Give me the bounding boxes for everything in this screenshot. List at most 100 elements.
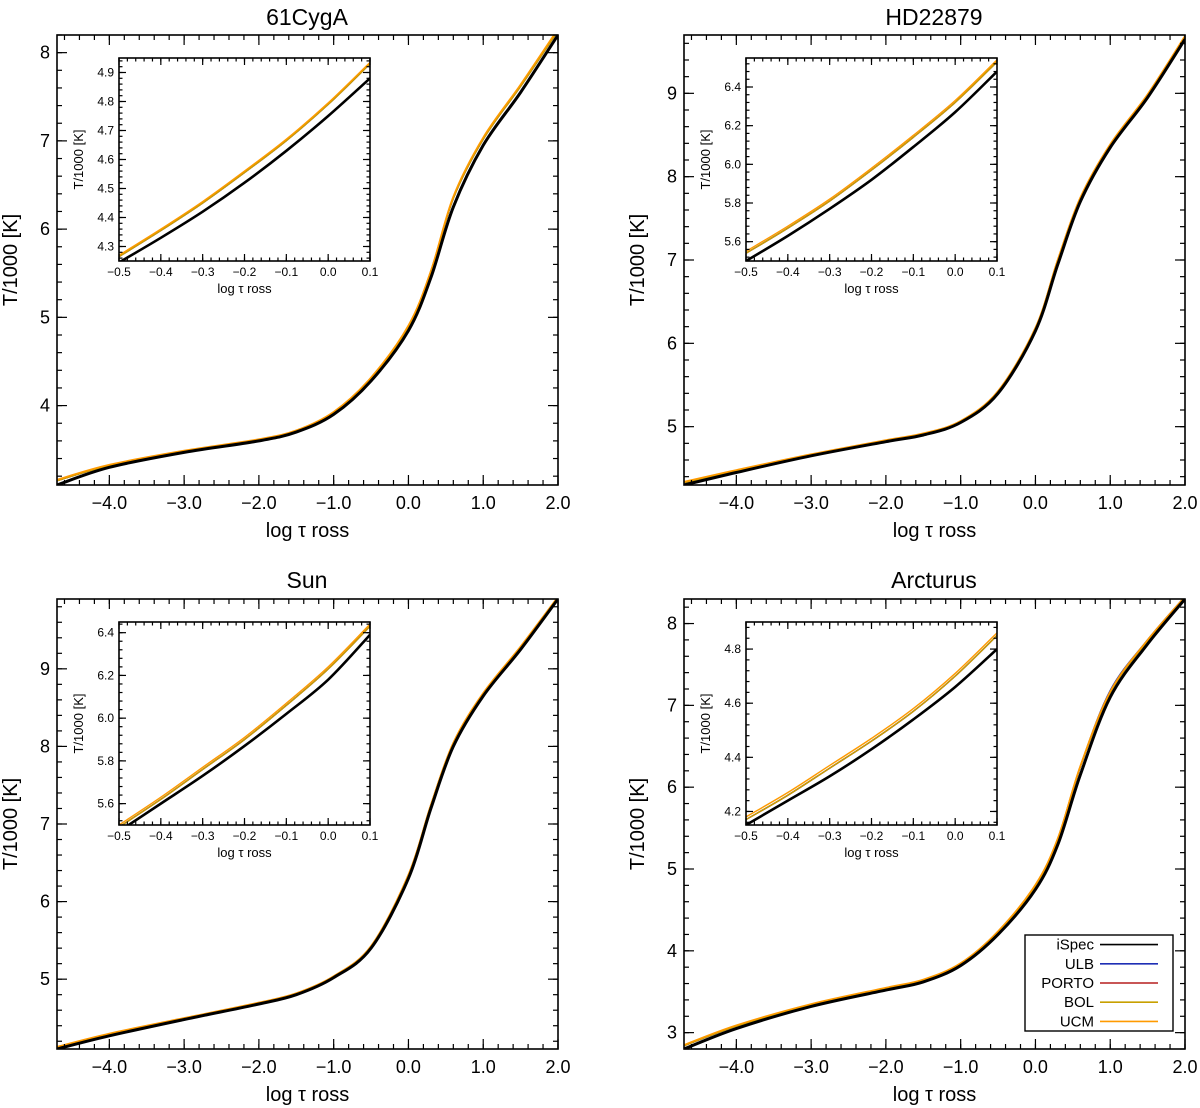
x-tick-label: −3.0 <box>166 1057 202 1077</box>
series-line-ispec <box>57 35 558 485</box>
axis-frame <box>683 598 1186 1050</box>
series-line-ispec <box>684 599 1185 1049</box>
inset-y-tick-label: 4.8 <box>724 642 741 656</box>
x-tick-label: −2.0 <box>241 1057 277 1077</box>
x-tick-label: 2.0 <box>1172 493 1197 513</box>
series-line-ucm <box>684 599 1184 1046</box>
inset-series-line-bol <box>746 635 997 821</box>
inset-series-group <box>119 61 370 261</box>
inset-x-tick-label: −0.5 <box>107 829 131 843</box>
inset-series-group <box>119 623 370 825</box>
y-axis-label: T/1000 [K] <box>627 778 649 870</box>
inset-x-tick-label: 0.1 <box>362 829 379 843</box>
y-tick-label: 8 <box>667 614 677 634</box>
series-line-ispec <box>684 38 1185 485</box>
panel-sun: Sun −4.0 −3.0 −2.0 −1.0 0.0 1.0 2.0 5 6 7 8 9 log τ r… <box>0 567 571 1106</box>
series-line-ucm <box>57 35 555 481</box>
legend-label: UCM <box>1060 1013 1094 1030</box>
x-tick-label: −1.0 <box>943 1057 979 1077</box>
inset-y-tick-label: 6.4 <box>724 80 741 94</box>
inset-series-group <box>746 59 997 261</box>
inset-x-tick-label: −0.1 <box>274 265 298 279</box>
y-tick-label: 8 <box>667 167 677 187</box>
inset-x-tick-label: −0.5 <box>107 265 131 279</box>
inset-x-tick-label: 0.0 <box>947 265 964 279</box>
inset-y-tick-label: 6.2 <box>724 119 741 133</box>
x-tick-label: 0.0 <box>1023 1057 1048 1077</box>
panel-title: Arcturus <box>891 567 977 593</box>
y-tick-label: 9 <box>667 83 677 103</box>
panel-title: Sun <box>287 567 328 593</box>
inset-series-line-bol <box>120 625 370 825</box>
y-tick-label: 5 <box>40 969 50 989</box>
inset-y-tick-label: 4.7 <box>97 124 114 138</box>
x-tick-label: 0.0 <box>396 1057 421 1077</box>
inset-background <box>119 58 370 261</box>
inset-series-line-ucm <box>119 61 370 256</box>
inset-y-tick-label: 6.0 <box>97 711 114 725</box>
y-tick-label: 6 <box>40 219 50 239</box>
panel-title: 61CygA <box>266 4 348 30</box>
inset-x-axis-label: log τ ross <box>217 281 272 296</box>
x-tick-label: 2.0 <box>545 493 570 513</box>
inset-x-tick-label: −0.3 <box>818 829 842 843</box>
inset-series-group <box>746 632 997 825</box>
inset-y-tick-label: 4.6 <box>724 696 741 710</box>
y-tick-label: 4 <box>40 396 50 416</box>
panel-hd22879: HD22879 −4.0 −3.0 −2.0 −1.0 0.0 1.0 2.0 5 6 7 8 9 log… <box>627 4 1198 542</box>
inset-plot: −0.5 −0.4 −0.3 −0.2 −0.1 0.0 0.1 4.3 4.4 4.5 4.6 4.… <box>71 57 379 296</box>
inset-x-tick-label: −0.5 <box>734 829 758 843</box>
inset-series-line-ispec <box>746 648 997 825</box>
x-tick-label: −4.0 <box>719 493 755 513</box>
inset-x-tick-label: −0.4 <box>776 829 800 843</box>
x-tick-label: −2.0 <box>241 493 277 513</box>
legend-label: BOL <box>1064 994 1094 1011</box>
inset-y-tick-label: 4.6 <box>97 153 114 167</box>
inset-x-tick-label: 0.1 <box>362 265 379 279</box>
inset-x-axis-label: log τ ross <box>217 845 272 860</box>
inset-y-tick-label: 4.4 <box>97 211 114 225</box>
inset-plot: −0.5 −0.4 −0.3 −0.2 −0.1 0.0 0.1 4.2 4.4 4.6 4.8 lo… <box>698 621 1006 860</box>
y-axis-label: T/1000 [K] <box>0 214 22 306</box>
inset-y-tick-label: 4.2 <box>724 804 741 818</box>
y-tick-label: 7 <box>40 814 50 834</box>
y-tick-label: 6 <box>667 333 677 353</box>
x-tick-label: 2.0 <box>545 1057 570 1077</box>
inset-y-tick-label: 4.8 <box>97 95 114 109</box>
inset-y-tick-label: 4.4 <box>724 750 741 764</box>
inset-x-tick-label: 0.1 <box>989 829 1006 843</box>
inset-x-tick-label: −0.4 <box>149 265 173 279</box>
inset-series-line-ispec <box>126 633 370 825</box>
inset-series-line-ispec <box>119 77 370 261</box>
x-tick-label: 0.0 <box>1023 493 1048 513</box>
inset-x-tick-label: 0.1 <box>989 265 1006 279</box>
y-tick-label: 4 <box>667 941 677 961</box>
inset-x-tick-label: −0.2 <box>233 265 257 279</box>
inset-x-axis-label: log τ ross <box>844 845 899 860</box>
series-group <box>684 599 1185 1049</box>
inset-y-axis-label: T/1000 [K] <box>698 130 713 190</box>
inset-x-tick-label: −0.2 <box>233 829 257 843</box>
inset-x-tick-label: −0.1 <box>274 829 298 843</box>
y-tick-label: 5 <box>40 307 50 327</box>
y-tick-label: 9 <box>40 659 50 679</box>
inset-x-tick-label: −0.3 <box>191 265 215 279</box>
inset-background <box>119 622 370 825</box>
x-tick-label: −3.0 <box>166 493 202 513</box>
panel-61cyga: 61CygA −4.0 −3.0 −2.0 −1.0 0.0 1.0 2.0 4 5 6 7 8 log … <box>0 4 571 542</box>
x-tick-label: 1.0 <box>471 1057 496 1077</box>
y-tick-label: 7 <box>40 131 50 151</box>
inset-plot: −0.5 −0.4 −0.3 −0.2 −0.1 0.0 0.1 5.6 5.8 6.0 6.2 6.… <box>71 621 379 860</box>
x-tick-label: 1.0 <box>471 493 496 513</box>
x-tick-label: −3.0 <box>793 493 829 513</box>
inset-x-tick-label: 0.0 <box>320 829 337 843</box>
series-group <box>684 35 1185 485</box>
y-tick-label: 8 <box>40 43 50 63</box>
inset-y-tick-label: 6.4 <box>97 626 114 640</box>
axis-frame <box>56 34 559 486</box>
inset-background <box>746 622 997 825</box>
y-tick-label: 6 <box>667 777 677 797</box>
x-tick-label: 1.0 <box>1098 1057 1123 1077</box>
x-tick-label: 2.0 <box>1172 1057 1197 1077</box>
